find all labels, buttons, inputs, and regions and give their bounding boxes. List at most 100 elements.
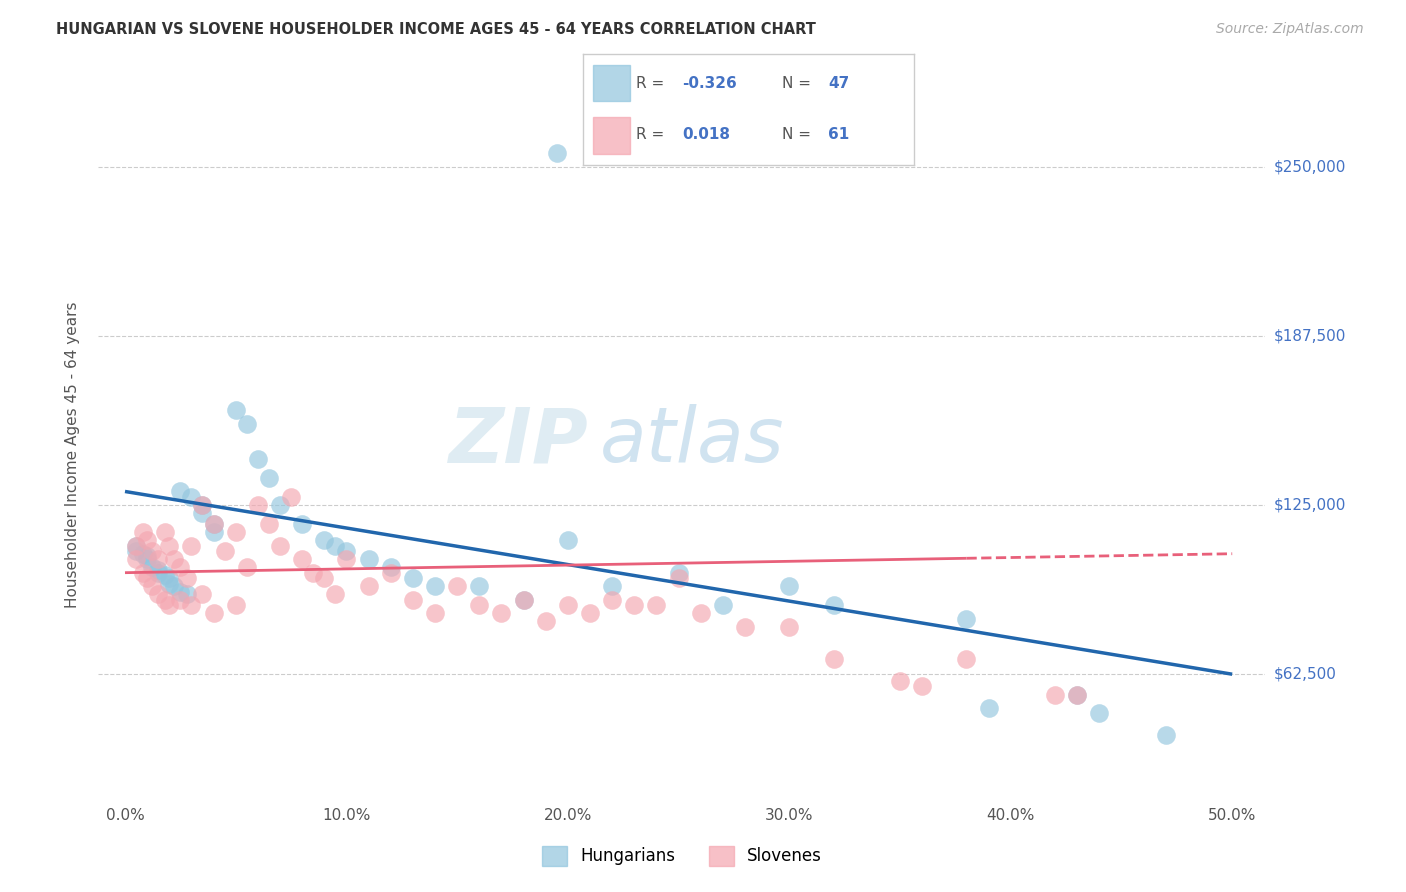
Text: atlas: atlas (600, 404, 785, 478)
Point (131, 524, 153, 539)
Point (1088, 706, 1111, 721)
Point (169, 560, 191, 574)
Point (202, 516, 225, 531)
Point (148, 587, 170, 601)
Point (546, 146, 568, 161)
Point (246, 452, 269, 467)
Point (153, 524, 176, 539)
Point (291, 516, 314, 531)
Text: $125,000: $125,000 (1274, 498, 1346, 513)
Point (191, 498, 214, 512)
Point (191, 506, 214, 520)
Point (191, 498, 214, 512)
Point (380, 566, 402, 580)
Point (141, 544, 163, 558)
Point (579, 607, 602, 621)
Point (131, 566, 153, 580)
Point (446, 579, 468, 593)
Point (468, 579, 491, 593)
Point (131, 547, 153, 561)
Point (291, 552, 314, 566)
Text: 0.018: 0.018 (683, 128, 731, 143)
Point (335, 544, 357, 558)
Point (225, 524, 247, 539)
Point (180, 539, 202, 553)
Point (423, 579, 446, 593)
Point (1043, 688, 1066, 702)
Point (153, 568, 176, 582)
Point (512, 592, 534, 607)
Point (600, 579, 623, 593)
Point (280, 490, 302, 504)
Point (125, 539, 148, 553)
Point (225, 598, 247, 612)
Point (955, 652, 977, 666)
Point (335, 552, 357, 566)
Point (600, 592, 623, 607)
Point (236, 560, 259, 574)
Point (668, 571, 690, 585)
Point (534, 615, 557, 629)
Point (225, 403, 247, 417)
Text: 47: 47 (828, 76, 849, 91)
Text: $187,500: $187,500 (1274, 328, 1346, 343)
Text: R =: R = (637, 128, 669, 143)
Point (314, 571, 336, 585)
Point (955, 612, 977, 626)
Point (136, 552, 159, 566)
Point (889, 673, 911, 688)
Point (169, 592, 191, 607)
Point (468, 598, 491, 612)
Text: HUNGARIAN VS SLOVENE HOUSEHOLDER INCOME AGES 45 - 64 YEARS CORRELATION CHART: HUNGARIAN VS SLOVENE HOUSEHOLDER INCOME … (56, 22, 815, 37)
Point (557, 598, 579, 612)
Point (668, 566, 690, 580)
Point (191, 587, 214, 601)
Point (136, 571, 159, 585)
Y-axis label: Householder Income Ages 45 - 64 years: Householder Income Ages 45 - 64 years (65, 301, 80, 608)
Point (246, 498, 269, 512)
Point (153, 592, 176, 607)
Point (180, 598, 202, 612)
Text: $250,000: $250,000 (1274, 159, 1346, 174)
Point (148, 566, 170, 580)
Point (1066, 688, 1088, 702)
Text: N =: N = (782, 128, 815, 143)
Text: Source: ZipAtlas.com: Source: ZipAtlas.com (1216, 22, 1364, 37)
Point (357, 552, 380, 566)
Bar (593, 117, 630, 154)
Point (357, 579, 380, 593)
Point (202, 516, 225, 531)
Point (141, 579, 163, 593)
Point (734, 620, 756, 634)
Point (157, 571, 180, 585)
Point (202, 524, 225, 539)
Text: -0.326: -0.326 (683, 76, 737, 91)
Point (236, 417, 259, 431)
Point (125, 552, 148, 566)
Point (823, 652, 845, 666)
Point (623, 598, 645, 612)
Text: ZIP: ZIP (449, 404, 589, 478)
Point (157, 598, 180, 612)
Point (257, 471, 280, 485)
Point (491, 607, 513, 621)
Point (557, 533, 579, 548)
Point (163, 579, 186, 593)
Point (125, 539, 148, 553)
Legend: Hungarians, Slovenes: Hungarians, Slovenes (534, 838, 830, 874)
Point (141, 560, 163, 574)
Point (778, 620, 800, 634)
Point (176, 571, 198, 585)
Point (711, 598, 734, 612)
Point (778, 579, 800, 593)
Point (169, 584, 191, 599)
Point (823, 598, 845, 612)
Point (512, 592, 534, 607)
Point (125, 544, 148, 558)
Point (911, 679, 934, 693)
Bar (593, 65, 630, 102)
Point (402, 571, 425, 585)
Point (302, 566, 325, 580)
Point (136, 549, 159, 564)
Point (180, 490, 202, 504)
